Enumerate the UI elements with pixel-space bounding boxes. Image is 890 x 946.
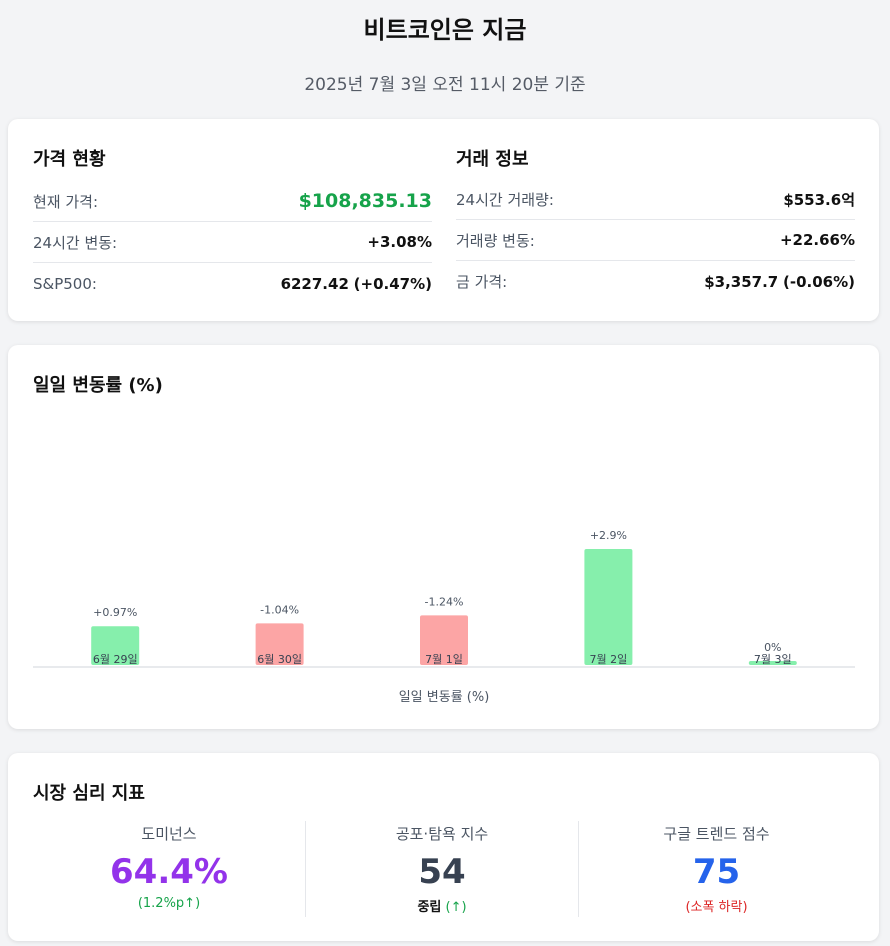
volume-24h-label: 24시간 거래량: <box>456 190 554 209</box>
change-24h-label: 24시간 변동: <box>33 233 118 252</box>
google-trends-note: (소폭 하락) <box>685 900 748 915</box>
chart-tick-label: 6월 29일 <box>93 652 138 666</box>
chart-bar <box>420 615 468 665</box>
fear-greed-indicator: 공포·탐욕 지수 54 중립 (↑) <box>306 821 579 917</box>
gold-price-change: (-0.06%) <box>783 272 855 291</box>
sentiment-title: 시장 심리 지표 <box>33 783 145 804</box>
google-trends-value: 75 <box>692 852 741 892</box>
chart-data-label: 0% <box>764 641 781 654</box>
chart-bar <box>748 661 797 665</box>
chart-x-axis-label: 일일 변동률 (%) <box>399 690 490 705</box>
volume-24h-value: $553.6억 <box>783 190 855 209</box>
fear-greed-status: 중립 <box>417 900 442 915</box>
trade-info-title: 거래 정보 <box>456 149 529 170</box>
change-24h-row: 24시간 변동: +3.08% <box>33 222 432 263</box>
volume-change-row: 거래량 변동: +22.66% <box>456 220 855 261</box>
current-price-label: 현재 가격: <box>33 192 99 211</box>
sp500-value: 6227.42 <box>280 274 349 293</box>
chart-title: 일일 변동률 (%) <box>33 375 163 396</box>
market-sentiment-card: 시장 심리 지표 도미넌스 64.4% (1.2%p↑) 공포·탐욕 지수 54… <box>8 753 879 941</box>
chart-data-label: +0.97% <box>93 606 137 619</box>
gold-price-value: $3,357.7 <box>704 272 779 291</box>
gold-price-label: 금 가격: <box>456 273 508 291</box>
chart-tick-label: 6월 30일 <box>257 652 302 666</box>
current-price-row: 현재 가격: $108,835.13 <box>33 181 432 222</box>
volume-change-value: +22.66% <box>779 231 855 249</box>
chart-bar <box>255 623 304 665</box>
dominance-value: 64.4% <box>110 852 228 892</box>
current-price-value: $108,835.13 <box>298 190 432 212</box>
page-subtitle: 2025년 7월 3일 오전 11시 20분 기준 <box>304 75 586 95</box>
sp500-change: (+0.47%) <box>353 274 432 293</box>
daily-change-bar-chart: +0.97% 6월 29일 -1.04% 6월 30일 -1.24% 7월 1일 +2.9%… <box>33 529 855 705</box>
volume-24h-row: 24시간 거래량: $553.6억 <box>456 179 855 220</box>
chart-data-label: -1.04% <box>260 603 299 616</box>
page-title: 비트코인은 지금 <box>363 16 527 44</box>
dominance-note: (1.2%p↑) <box>137 896 201 911</box>
chart-bar <box>91 626 140 665</box>
volume-change-label: 거래량 변동: <box>456 231 535 250</box>
chart-tick-label: 7월 3일 <box>754 652 792 666</box>
chart-data-label: -1.24% <box>425 595 464 608</box>
dominance-indicator: 도미넌스 64.4% (1.2%p↑) <box>33 821 306 917</box>
daily-change-chart-card: 일일 변동률 (%) +0.97% 6월 29일 -1.04% 6월 30일 -1.24… <box>8 345 879 729</box>
price-status-title: 가격 현황 <box>33 149 106 170</box>
google-trends-indicator: 구글 트렌드 점수 75 (소폭 하락) <box>580 821 853 917</box>
change-24h-value: +3.08% <box>367 233 432 251</box>
google-trends-label: 구글 트렌드 점수 <box>663 825 770 843</box>
fear-greed-label: 공포·탐욕 지수 <box>395 825 489 843</box>
sp500-row: S&P500: 6227.42 (+0.47%) <box>33 263 432 304</box>
chart-tick-label: 7월 2일 <box>590 652 628 666</box>
chart-tick-label: 7월 1일 <box>425 652 463 666</box>
market-info-card: 가격 현황 현재 가격: $108,835.13 24시간 변동: +3.08%… <box>8 119 879 321</box>
sp500-label: S&P500: <box>33 274 97 293</box>
gold-price-row: 금 가격: $3,357.7 (-0.06%) <box>456 261 855 302</box>
dominance-label: 도미넌스 <box>141 825 197 843</box>
chart-bar <box>584 549 633 665</box>
fear-greed-value: 54 <box>418 852 466 892</box>
chart-data-label: +2.9% <box>590 529 627 542</box>
fear-greed-note: (↑) <box>445 900 467 915</box>
